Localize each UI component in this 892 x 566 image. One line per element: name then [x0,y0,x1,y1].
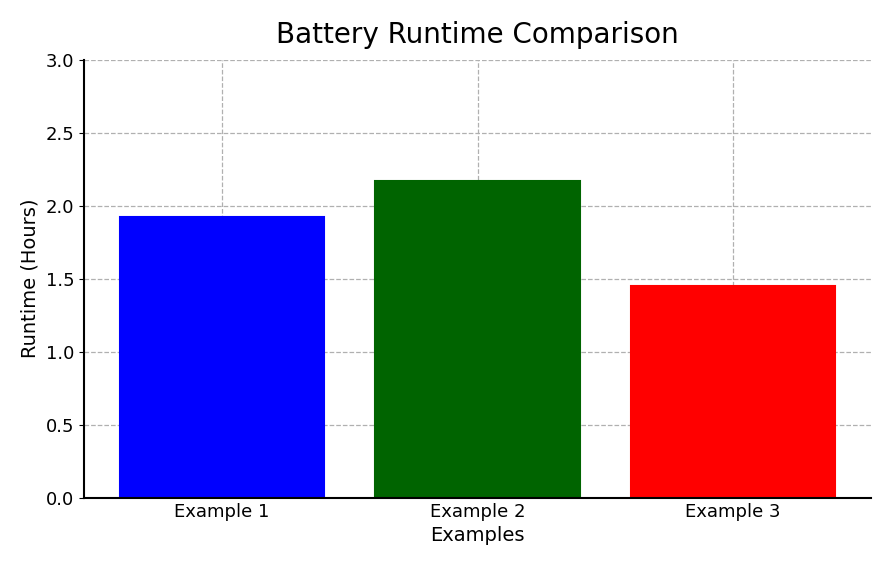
Bar [631,286,836,498]
X-axis label: Examples: Examples [430,526,524,545]
Bar [120,217,324,498]
Y-axis label: Runtime (Hours): Runtime (Hours) [21,199,40,358]
Bar [376,181,580,498]
Title: Battery Runtime Comparison: Battery Runtime Comparison [277,21,679,49]
